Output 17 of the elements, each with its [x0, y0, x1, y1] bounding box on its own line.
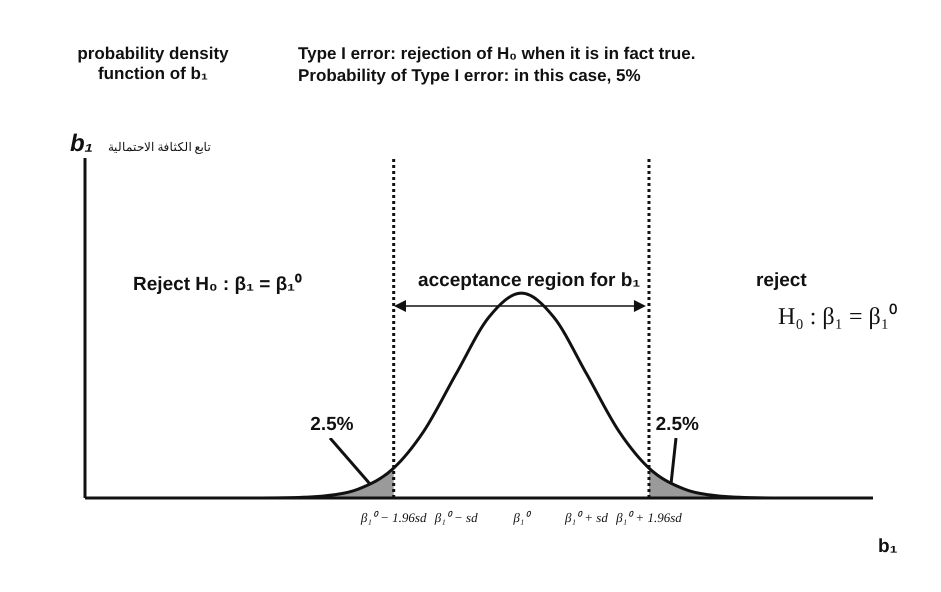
annotation: Reject H₀ : β₁ = β₁⁰ — [133, 272, 302, 296]
text: probability density function of b₁ — [76, 44, 230, 84]
x-tick-label: β₁⁰ − 1.96sd — [360, 510, 427, 525]
x-tick-label: β₁⁰ + 1.96sd — [615, 510, 682, 525]
annotation: H₀ : β₁ = β₁⁰ — [778, 302, 898, 331]
annotation: 2.5% — [656, 414, 699, 436]
text: reject — [756, 270, 807, 292]
x-tick-label: β₁⁰ — [512, 510, 532, 525]
chart-title: Type I error: rejection of H₀ when it is in fact true. — [298, 44, 696, 64]
x-tick-label: β₁⁰ + sd — [564, 510, 608, 525]
text: b₁ — [70, 130, 94, 158]
x-tick-label: β₁⁰ − sd — [434, 510, 478, 525]
annotation: 2.5% — [310, 414, 354, 436]
x-axis-title: b₁ — [878, 536, 898, 558]
chart-subtitle: Probability of Type I error: in this case, 5% — [298, 66, 641, 86]
text: acceptance region for b₁ — [418, 270, 640, 292]
text: تابع الكثافة الاحتمالية — [108, 140, 211, 154]
